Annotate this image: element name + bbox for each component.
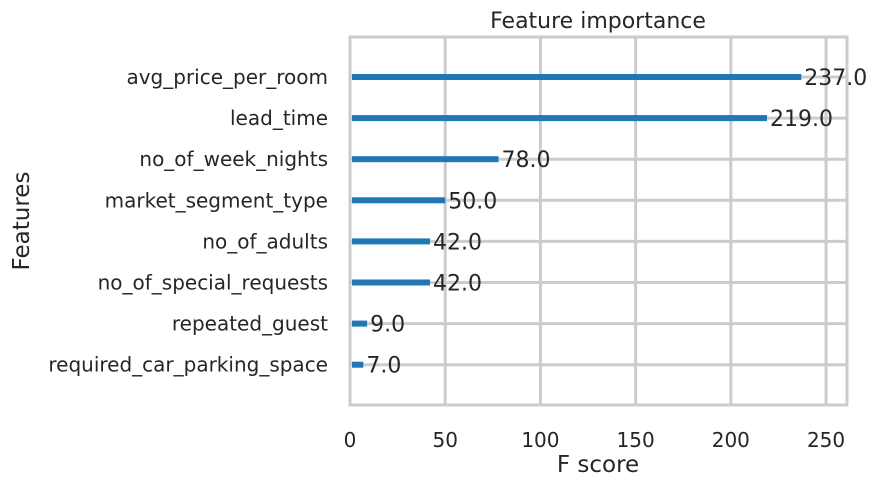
plot-frame (348, 35, 849, 407)
value-label: 237.0 (804, 66, 867, 91)
x-tick-label: 50 (432, 428, 457, 452)
x-axis-label: F score (557, 452, 639, 478)
value-label: 9.0 (370, 313, 405, 338)
value-label: 219.0 (770, 107, 833, 132)
y-tick-label: no_of_week_nights (139, 147, 328, 171)
bar (352, 74, 802, 80)
grid-layer (348, 37, 847, 405)
x-tick-label: 200 (712, 428, 750, 452)
bar (352, 197, 446, 204)
bar (352, 115, 768, 122)
bar-layer (352, 74, 802, 368)
y-tick-label: lead_time (230, 106, 328, 130)
value-label: 50.0 (448, 189, 497, 214)
value-label: 42.0 (433, 230, 482, 255)
y-tick-label: repeated_guest (172, 312, 328, 336)
bar (352, 238, 430, 245)
y-tick-label: no_of_special_requests (98, 271, 328, 295)
y-tick-label: no_of_adults (202, 229, 328, 253)
y-axis-label: Features (9, 172, 35, 271)
x-tick-label: 150 (617, 428, 655, 452)
bar (352, 320, 368, 327)
y-tick-label: required_car_parking_space (48, 353, 328, 377)
label-layer: 0 50 100 150 200 250 avg_price_per_room 237.0 le… (48, 65, 867, 452)
bar (352, 279, 430, 286)
value-label: 78.0 (502, 148, 551, 173)
bar (352, 361, 364, 368)
x-tick-label: 100 (521, 428, 559, 452)
value-label: 7.0 (366, 354, 401, 379)
chart-title: Feature importance (490, 9, 706, 34)
x-tick-label: 0 (344, 428, 357, 452)
bar (352, 156, 499, 163)
y-tick-label: avg_price_per_room (126, 65, 328, 89)
value-label: 42.0 (433, 272, 482, 297)
x-tick-label: 250 (807, 428, 845, 452)
y-tick-label: market_segment_type (105, 188, 328, 212)
